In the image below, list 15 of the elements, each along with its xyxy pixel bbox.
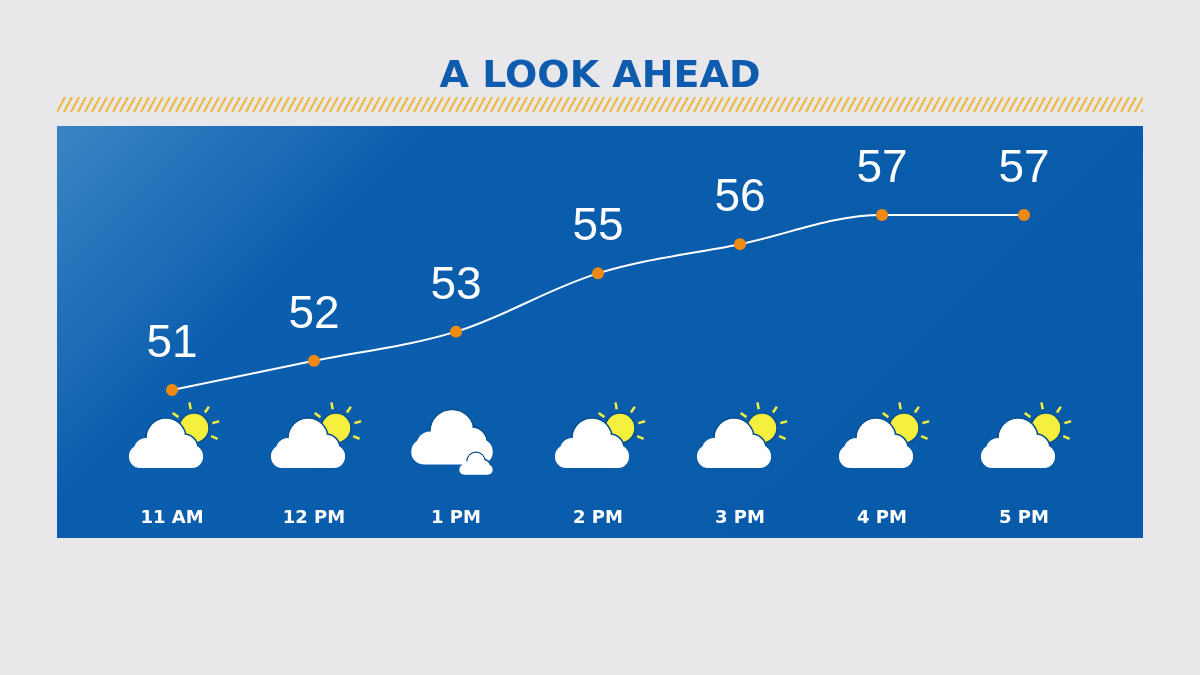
x-tick-label: 12 PM <box>282 505 346 527</box>
chart-title: A LOOK AHEAD <box>439 52 761 96</box>
data-label: 53 <box>430 256 482 309</box>
x-tick-label: 11 AM <box>140 505 204 527</box>
x-tick-label: 1 PM <box>431 505 481 527</box>
data-label: 57 <box>998 140 1050 192</box>
data-label: 56 <box>714 169 766 222</box>
data-label: 57 <box>856 140 908 192</box>
x-tick-label: 3 PM <box>715 505 765 527</box>
x-tick-label: 5 PM <box>999 505 1049 527</box>
x-tick-label: 4 PM <box>857 505 907 527</box>
data-label: 51 <box>146 315 198 367</box>
data-label: 52 <box>288 285 340 338</box>
data-label: 55 <box>572 198 624 251</box>
x-tick-label: 2 PM <box>573 505 623 527</box>
